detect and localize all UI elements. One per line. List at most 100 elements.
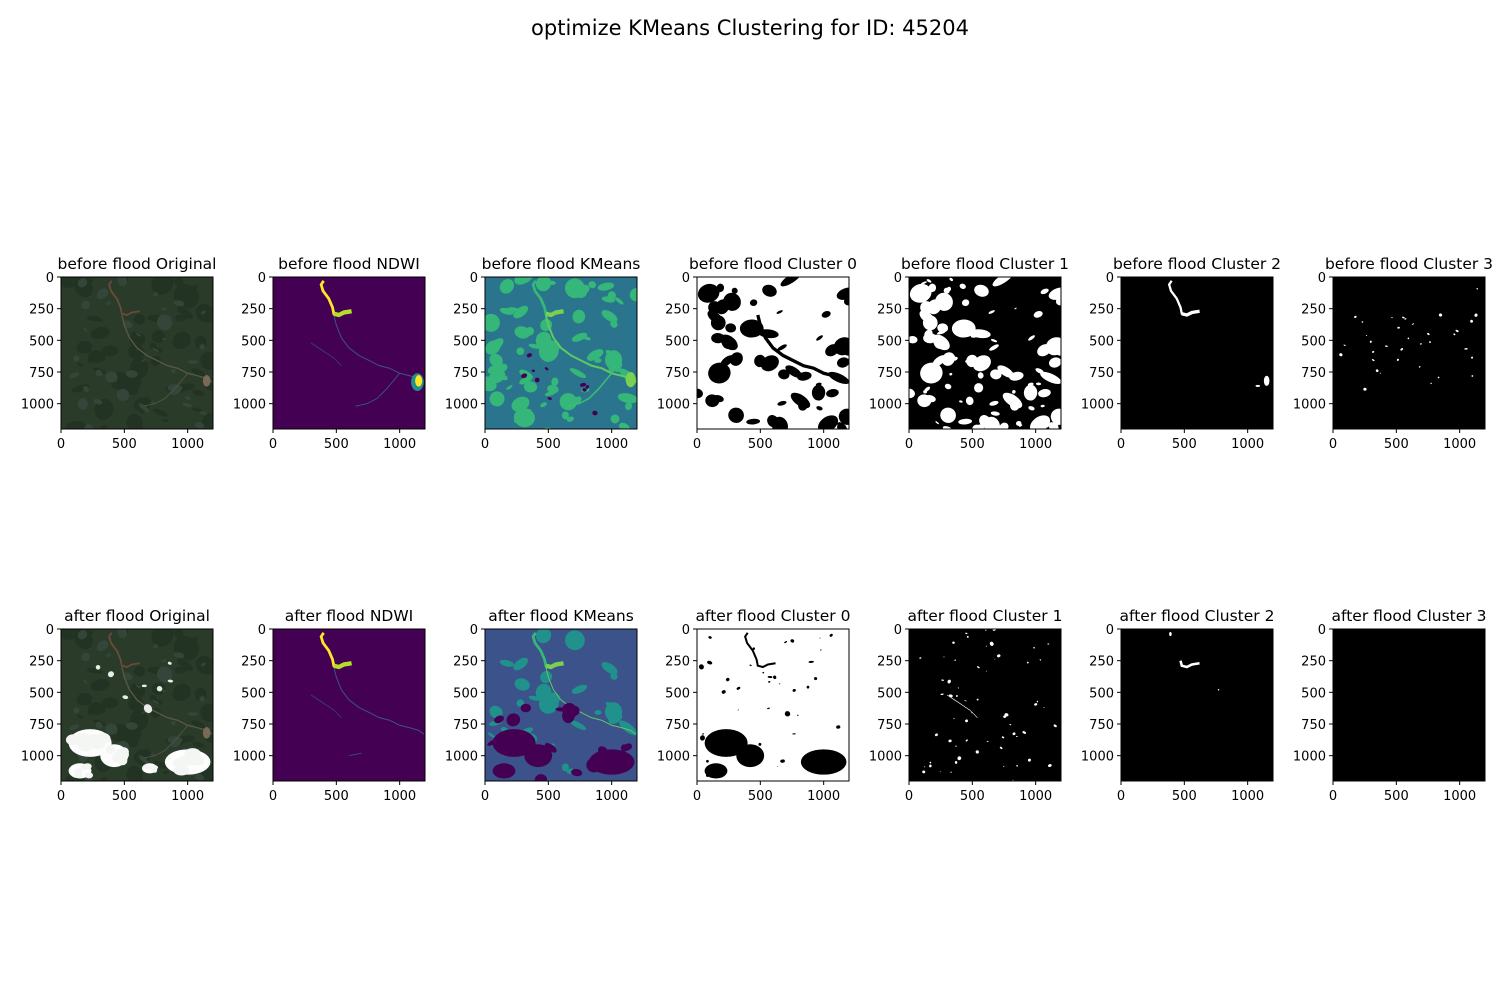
x-tick-label: 1000	[595, 437, 628, 452]
blob	[1027, 758, 1031, 762]
blob	[708, 362, 731, 384]
blob	[950, 771, 952, 773]
y-tick-label: 250	[241, 655, 266, 670]
blob	[714, 775, 717, 777]
panel-title: before flood Original	[58, 255, 217, 273]
blob	[86, 315, 98, 322]
blob	[768, 681, 771, 683]
blob	[721, 335, 734, 349]
y-tick-label: 0	[1106, 271, 1114, 286]
blob	[569, 720, 587, 731]
blob	[919, 657, 922, 659]
river	[121, 666, 213, 735]
y-tick-label: 1000	[21, 750, 54, 765]
blob	[820, 649, 822, 651]
blob	[1372, 350, 1375, 353]
blob	[1039, 659, 1042, 661]
x-tick-label: 500	[1172, 789, 1197, 804]
blob	[607, 291, 616, 301]
blob	[77, 714, 83, 719]
blob	[152, 760, 168, 769]
y-tick-label: 250	[1301, 303, 1326, 318]
blob	[152, 347, 160, 353]
y-tick-label: 1000	[869, 398, 902, 413]
blob	[535, 683, 552, 701]
blob	[1375, 369, 1379, 373]
blob	[153, 644, 159, 649]
blob	[792, 688, 796, 692]
blob	[617, 393, 637, 404]
blob	[776, 310, 783, 314]
blob	[922, 375, 929, 381]
blob	[697, 283, 720, 303]
y-tick-label: 500	[29, 686, 54, 701]
blob	[149, 694, 157, 702]
y-tick-label: 500	[241, 334, 266, 349]
x-tick-label: 500	[324, 789, 349, 804]
blob	[561, 411, 569, 420]
blob	[972, 424, 981, 429]
blob	[1396, 358, 1399, 361]
blob	[1361, 321, 1364, 323]
blob	[739, 319, 764, 338]
blob	[997, 365, 1015, 378]
x-tick-label: 1000	[171, 437, 204, 452]
x-tick-label: 1000	[1231, 437, 1264, 452]
blob	[201, 411, 213, 428]
y-tick-label: 750	[1301, 718, 1326, 733]
blob	[1420, 343, 1422, 345]
blob	[1015, 420, 1022, 426]
river	[310, 694, 342, 718]
blob	[996, 654, 1001, 658]
panel-title: before flood Cluster 0	[689, 255, 857, 273]
blob	[141, 710, 146, 715]
blob	[531, 369, 535, 373]
cluster-water	[545, 309, 564, 318]
y-tick-label: 250	[453, 655, 478, 670]
river	[143, 724, 189, 759]
blob	[771, 416, 788, 429]
blob	[511, 396, 530, 412]
blob	[629, 288, 637, 302]
blob	[571, 332, 588, 342]
blob	[569, 368, 587, 379]
cloud	[74, 771, 83, 778]
blob	[1365, 335, 1368, 336]
y-tick-label: 250	[665, 303, 690, 318]
blob	[697, 388, 703, 399]
blob	[513, 305, 529, 319]
blob	[135, 419, 142, 423]
blob	[1391, 316, 1393, 319]
mask-region	[744, 632, 776, 669]
x-tick-label: 0	[693, 437, 701, 452]
blob	[1474, 313, 1478, 317]
river	[121, 314, 213, 383]
water-high	[333, 309, 352, 318]
cluster-cloud	[524, 744, 553, 768]
axes-frame	[484, 276, 638, 430]
x-tick-label: 0	[269, 437, 277, 452]
blob	[1476, 288, 1479, 290]
blob	[592, 410, 598, 416]
blob	[611, 760, 620, 766]
blob	[728, 731, 734, 736]
x-tick-label: 1000	[1019, 437, 1052, 452]
blob	[946, 286, 952, 292]
blob	[200, 351, 213, 370]
axes-frame	[1120, 276, 1274, 430]
blob	[736, 686, 741, 690]
image-background	[1333, 629, 1485, 781]
blob	[949, 372, 953, 376]
blob	[785, 365, 803, 378]
image-background	[1121, 277, 1273, 429]
blob	[986, 741, 989, 743]
blob	[749, 299, 758, 307]
panel-image	[909, 277, 1061, 429]
x-tick-label: 500	[960, 789, 985, 804]
blob	[1371, 359, 1375, 362]
blob	[485, 313, 500, 332]
blob	[818, 415, 839, 429]
blob	[520, 703, 532, 713]
y-tick-label: 250	[877, 655, 902, 670]
blob	[135, 332, 142, 337]
